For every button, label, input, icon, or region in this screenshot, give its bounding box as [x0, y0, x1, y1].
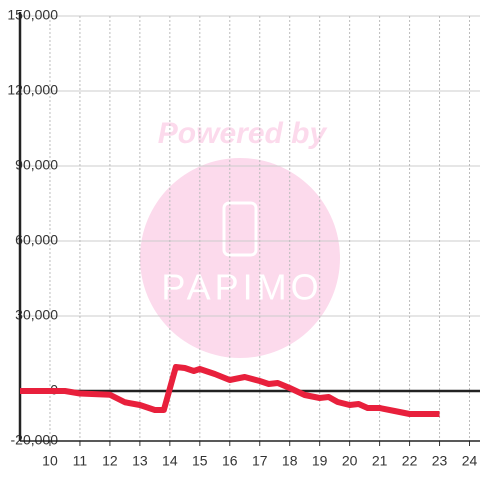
x-tick-label: 14 [162, 453, 178, 469]
x-tick-label: 13 [132, 453, 148, 469]
y-tick-label: -20,000 [11, 432, 59, 448]
y-tick-label: 60,000 [15, 232, 58, 248]
x-tick-label: 22 [402, 453, 418, 469]
x-tick-label: 19 [312, 453, 328, 469]
y-tick-label: 30,000 [15, 307, 58, 323]
x-tick-label: 24 [462, 453, 478, 469]
x-tick-label: 20 [342, 453, 358, 469]
data-line [20, 364, 440, 417]
x-tick-label: 10 [42, 453, 58, 469]
watermark-text: Powered by [158, 117, 328, 150]
y-tick-label: 150,000 [7, 7, 58, 23]
y-tick-label: 90,000 [15, 157, 58, 173]
watermark-text: PAPIMO [161, 267, 322, 308]
x-tick-label: 17 [252, 453, 268, 469]
x-tick-label: 12 [102, 453, 118, 469]
x-tick-label: 23 [432, 453, 448, 469]
x-tick-label: 15 [192, 453, 208, 469]
x-tick-label: 16 [222, 453, 238, 469]
watermark-icon [222, 201, 258, 257]
y-tick-label: 120,000 [7, 82, 58, 98]
x-tick-label: 21 [372, 453, 388, 469]
x-tick-label: 11 [73, 453, 88, 469]
x-tick-label: 18 [282, 453, 298, 469]
